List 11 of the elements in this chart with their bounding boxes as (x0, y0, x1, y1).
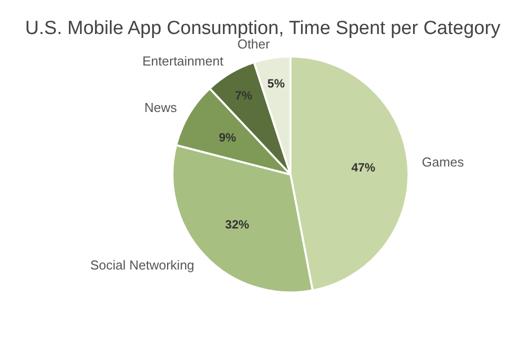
data-label: 47% (351, 160, 376, 175)
data-label: 9% (218, 130, 237, 144)
slice-label: Other (237, 36, 271, 52)
slice-label: Entertainment (142, 53, 224, 68)
data-label: 7% (234, 88, 253, 102)
data-label: 5% (267, 76, 286, 91)
slice-label: Games (422, 154, 464, 170)
slice-label: News (144, 100, 178, 115)
data-label: 32% (225, 218, 250, 232)
slice-label: Social Networking (90, 257, 194, 272)
chart-title: U.S. Mobile App Consumption, Time Spent per Category (25, 18, 501, 39)
